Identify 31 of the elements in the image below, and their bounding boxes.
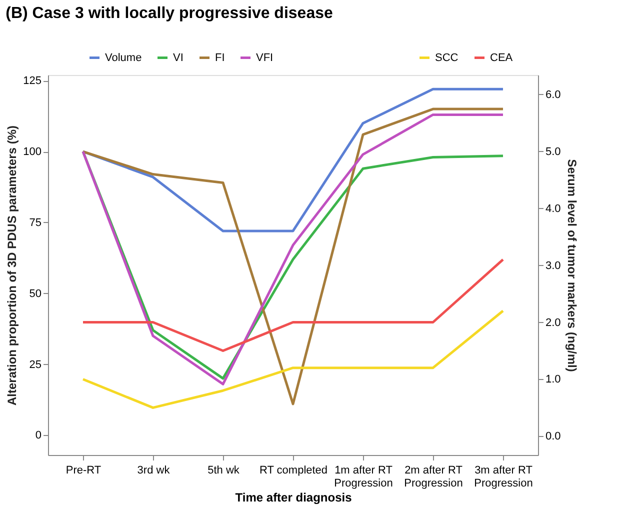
x-tick-label: 2m after RT Progression <box>404 464 463 490</box>
legend-label: CEA <box>490 52 514 64</box>
chart-title: (B) Case 3 with locally progressive disease <box>6 5 333 22</box>
y-axis-title: Alteration proportion of 3D PDUS parameters (%) <box>5 125 20 406</box>
legend-label: SCC <box>435 52 458 64</box>
x-tick-label: 3m after RT Progression <box>474 464 533 490</box>
y-tick-label: 100 <box>23 146 42 158</box>
y2-tick-label: 5.0 <box>546 146 561 158</box>
y2-tick-label: 1.0 <box>546 374 561 386</box>
y-tick-label: 0 <box>35 430 42 442</box>
y2-tick-label: 4.0 <box>546 202 561 215</box>
y-tick-label: 50 <box>29 288 42 300</box>
x-axis-title: Time after diagnosis <box>235 490 352 504</box>
legend-label: Volume <box>105 52 142 64</box>
y2-tick-label: 0.0 <box>546 430 561 443</box>
line-series <box>82 310 504 409</box>
legend-label: VI <box>173 52 184 64</box>
y-tick-label: 75 <box>29 216 42 229</box>
y-tick-label: 25 <box>29 358 42 371</box>
y2-tick-label: 6.0 <box>546 88 561 101</box>
y2-tick-label: 3.0 <box>546 260 561 272</box>
legend-label: VFI <box>256 52 274 64</box>
x-tick-label: Pre-RT <box>66 464 102 476</box>
x-tick-label: 3rd wk <box>137 464 170 476</box>
y-tick-label: 125 <box>23 75 42 88</box>
y2-tick-label: 2.0 <box>546 316 561 329</box>
x-tick-label: 1m after RT Progression <box>334 464 393 490</box>
legend-label: FI <box>215 52 225 64</box>
y2-axis-title: Serum level of tumor markers (ng/ml) <box>564 159 579 372</box>
x-tick-label: 5th wk <box>208 464 240 476</box>
x-tick-label: RT completed <box>259 464 328 476</box>
